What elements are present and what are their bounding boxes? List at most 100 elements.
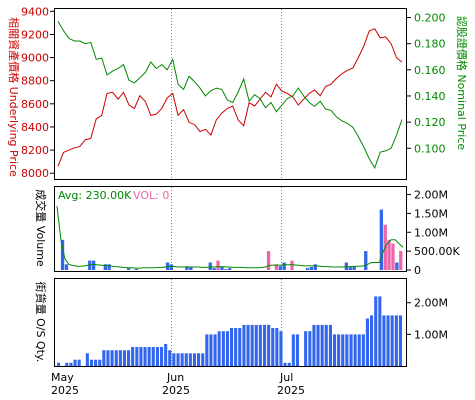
volume-bar xyxy=(395,262,399,270)
os-qty-bar xyxy=(135,347,139,366)
os-qty-bar xyxy=(271,328,275,366)
volume-bar xyxy=(352,266,356,270)
os-qty-bar xyxy=(131,347,135,366)
os-tick-label: 1.00M xyxy=(414,328,448,341)
os-qty-bar xyxy=(114,350,118,366)
os-qty-bar xyxy=(324,324,328,366)
os-qty-bar xyxy=(283,362,287,366)
left-tick-label: 9400 xyxy=(21,5,49,18)
right-tick-label: 0.140 xyxy=(414,90,446,103)
os-qty-bar xyxy=(279,331,283,366)
volume-bar xyxy=(387,239,391,270)
os-qty-bar xyxy=(316,324,320,366)
os-qty-bar xyxy=(160,347,164,366)
os-qty-bar xyxy=(201,353,205,366)
volume-bar xyxy=(220,267,224,270)
volume-legend-avg: Avg: 230.00K xyxy=(58,189,132,202)
os-qty-bar xyxy=(291,334,295,366)
os-qty-bar xyxy=(341,334,345,366)
os-qty-bar xyxy=(118,350,122,366)
os-qty-bar xyxy=(209,334,213,366)
os-qty-bar xyxy=(192,353,196,366)
volume-legend-vol: VOL: 0 xyxy=(133,189,169,202)
volume-bar xyxy=(224,269,228,270)
os-qty-bar xyxy=(349,334,353,366)
nominal-price-ticks: 0.200 0.180 0.160 0.140 0.120 0.100 xyxy=(406,12,446,155)
volume-panel-frame xyxy=(54,186,407,272)
os-qty-bar xyxy=(143,347,147,366)
x-label-month-jul: Jul xyxy=(279,371,293,384)
right-tick-label: 0.200 xyxy=(414,12,446,25)
os-qty-bar xyxy=(69,362,73,366)
os-qty-bar xyxy=(184,353,188,366)
volume-tick-label: 2.00M xyxy=(414,189,448,202)
volume-tick-label: 0 xyxy=(414,264,421,277)
nominal-price-axis-label: 認股證價格 Nominal Price xyxy=(455,16,469,151)
left-tick-label: 8200 xyxy=(21,144,49,157)
os-qty-bar xyxy=(217,331,221,366)
underlying-price-ticks: 9400 9200 9000 8800 8600 8400 8200 8000 xyxy=(21,5,55,180)
right-tick-label: 0.100 xyxy=(414,142,446,155)
os-qty-bar xyxy=(225,331,229,366)
os-qty-bar xyxy=(328,324,332,366)
os-qty-bar xyxy=(398,315,402,366)
os-qty-bar xyxy=(90,359,94,366)
os-qty-bar xyxy=(221,331,225,366)
x-label-year-jul: 2025 xyxy=(277,384,305,397)
volume-tick-label: 500.00K xyxy=(414,245,460,258)
price-panel-frame xyxy=(54,8,407,180)
os-qty-bar xyxy=(164,343,168,366)
x-label-month-jun: Jun xyxy=(166,371,184,384)
os-qty-bar xyxy=(275,328,279,366)
x-label-year-may: 2025 xyxy=(51,384,79,397)
os-qty-bar xyxy=(147,347,151,366)
volume-bar xyxy=(228,268,232,270)
right-tick-label: 0.160 xyxy=(414,64,446,77)
os-qty-bar xyxy=(333,334,337,366)
volume-tick-label: 1.50M xyxy=(414,207,448,220)
os-tick-label: 2.00M xyxy=(414,297,448,310)
volume-tick-label: 1.00M xyxy=(414,226,448,239)
os-qty-bar xyxy=(312,324,316,366)
x-axis-labels: May 2025 Jun 2025 Jul 2025 xyxy=(51,371,305,397)
os-qty-bar xyxy=(234,328,238,366)
os-qty-bar xyxy=(295,334,299,366)
os-qty-bar xyxy=(155,347,159,366)
os-qty-bar xyxy=(102,350,106,366)
os-qty-bar xyxy=(378,296,382,366)
os-qty-bar xyxy=(98,359,102,366)
volume-bar xyxy=(103,264,107,270)
os-qty-bar xyxy=(258,324,262,366)
volume-bar xyxy=(189,267,193,270)
os-qty-bar xyxy=(246,324,250,366)
volume-bar xyxy=(60,239,65,270)
os-qty-bar xyxy=(382,315,386,366)
volume-bar xyxy=(216,260,220,270)
volume-ticks: 2.00M 1.50M 1.00M 500.00K 0 xyxy=(406,189,460,277)
volume-bar xyxy=(127,268,131,270)
os-qty-bars xyxy=(57,296,402,366)
os-qty-bar xyxy=(139,347,143,366)
os-qty-bar xyxy=(110,350,114,366)
os-qty-bar xyxy=(77,359,81,366)
left-tick-label: 8400 xyxy=(21,121,49,134)
vertical-gridlines xyxy=(171,9,282,366)
volume-bar xyxy=(134,268,139,270)
os-qty-bar xyxy=(94,359,98,366)
volume-bar xyxy=(348,267,352,270)
os-qty-bar xyxy=(386,315,390,366)
os-qty-bar xyxy=(337,334,341,366)
volume-bar xyxy=(309,267,313,270)
os-qty-bar xyxy=(308,331,312,366)
x-label-year-jun: 2025 xyxy=(162,384,190,397)
os-qty-bar xyxy=(151,347,155,366)
volume-bar xyxy=(266,251,271,270)
volume-bar xyxy=(290,260,294,270)
volume-bar xyxy=(274,264,278,270)
volume-bars xyxy=(60,209,403,270)
volume-bar xyxy=(364,251,368,270)
volume-average-line xyxy=(56,205,404,269)
os-qty-bar xyxy=(230,328,234,366)
os-qty-bar xyxy=(73,359,77,366)
